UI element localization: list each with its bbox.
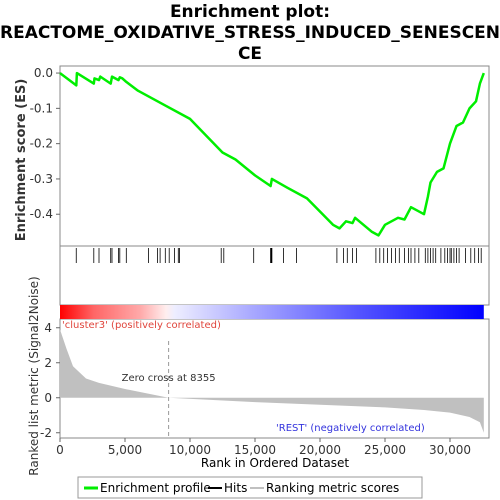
x-tick-label: 0 [56, 443, 64, 457]
metric-y-tick-label: 2 [44, 356, 52, 370]
x-tick-label: 20,000 [299, 443, 341, 457]
es-y-tick-label: -0.3 [30, 172, 53, 186]
es-y-tick-label: -0.1 [30, 101, 53, 115]
es-y-tick-label: -0.4 [30, 207, 53, 221]
x-tick-label: 30,000 [429, 443, 471, 457]
negative-correlation-label: 'REST' (negatively correlated) [276, 423, 425, 434]
x-tick-label: 10,000 [169, 443, 211, 457]
x-axis-label: Rank in Ordered Dataset [201, 456, 349, 470]
x-tick-label: 15,000 [234, 443, 276, 457]
x-tick-label: 5,000 [108, 443, 142, 457]
chart-title-line-3: CE [237, 44, 263, 64]
es-y-tick-label: 0.0 [34, 66, 53, 80]
metric-y-tick-label: -2 [40, 426, 52, 440]
legend-metric-label: Ranking metric scores [266, 481, 399, 495]
metric-y-axis-label: Ranked list metric (Signal2Noise) [27, 276, 41, 475]
ranking-color-bar [60, 305, 484, 319]
metric-y-tick-label: 4 [44, 321, 52, 335]
legend-hits-label: Hits [224, 481, 247, 495]
es-panel-frame [59, 65, 490, 247]
ranking-metric-area [60, 329, 484, 433]
chart-title-line-2: REACTOME_OXIDATIVE_STRESS_INDUCED_SENESC… [0, 23, 500, 43]
metric-y-tick-label: 0 [44, 391, 52, 405]
chart-title-line-1: Enrichment plot: [169, 2, 331, 22]
zero-cross-label: Zero cross at 8355 [122, 373, 216, 384]
legend-profile-label: Enrichment profile [100, 481, 211, 495]
enrichment-profile-line [59, 71, 485, 237]
positive-correlation-label: 'cluster3' (positively correlated) [62, 320, 221, 331]
es-y-axis-label: Enrichment score (ES) [14, 79, 29, 242]
es-y-tick-label: -0.2 [30, 137, 53, 151]
x-tick-label: 25,000 [364, 443, 406, 457]
hits-panel-frame [59, 245, 490, 306]
